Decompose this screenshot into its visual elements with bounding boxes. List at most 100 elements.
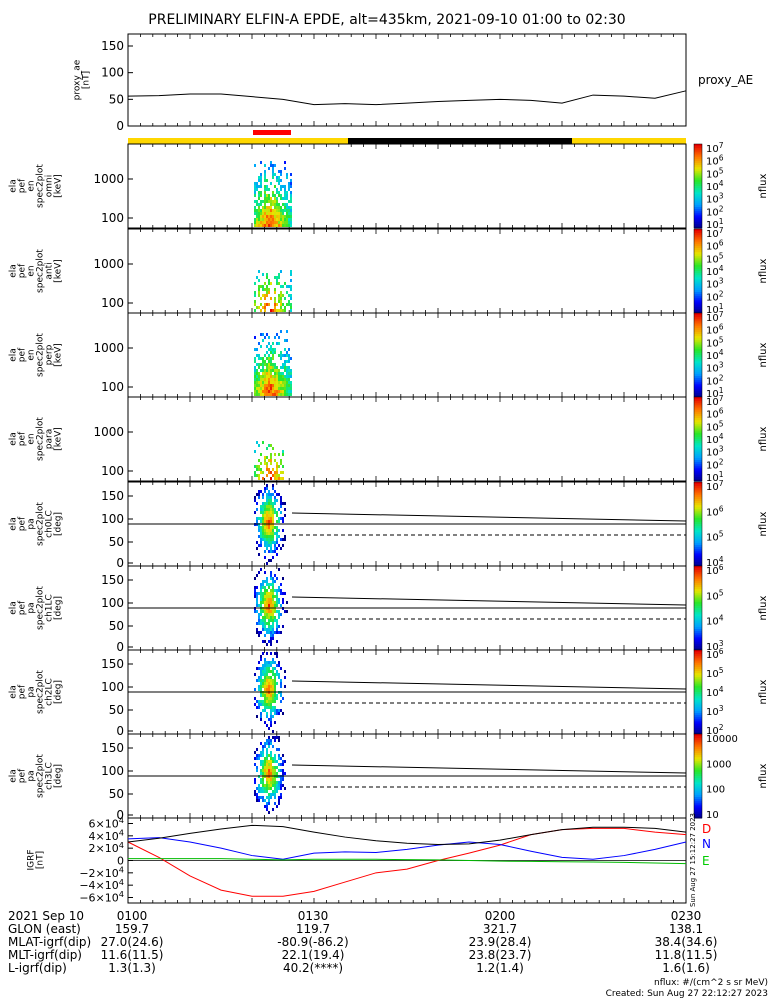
footer-value: 159.7 — [115, 922, 149, 936]
spectrogram-cell — [262, 339, 264, 342]
spectrogram-cell — [260, 381, 262, 384]
spectrogram-cell — [282, 215, 284, 218]
spectrogram-cell — [278, 354, 280, 357]
spectrogram-cell — [266, 526, 268, 529]
y-axis-label: anti — [45, 262, 55, 279]
spectrogram-cell — [258, 493, 260, 496]
spectrogram-cell — [260, 601, 262, 604]
spectrogram-cell — [266, 179, 268, 182]
spectrogram-cell — [282, 520, 284, 523]
spectrogram-cell — [282, 601, 284, 604]
spectrogram-cell — [270, 182, 272, 185]
spectrogram-cell — [264, 661, 266, 664]
spectrogram-cell — [278, 393, 280, 396]
spectrogram-cell — [256, 381, 258, 384]
y-axis-label: omni — [45, 175, 55, 197]
spectrogram-cell — [266, 706, 268, 709]
spectrogram-cell — [276, 694, 278, 697]
spectrogram-cell — [278, 601, 280, 604]
spectrogram-cell — [268, 206, 270, 209]
spectrogram-cell — [256, 387, 258, 390]
spectrogram-cell — [260, 754, 262, 757]
spectrogram-cell — [270, 224, 272, 227]
spectrogram-cell — [272, 625, 274, 628]
spectrogram-cell — [284, 760, 286, 763]
footer-value: 27.0(24.6) — [101, 935, 164, 949]
spectrogram-cell — [270, 676, 272, 679]
spectrogram-cell — [270, 577, 272, 580]
spectrogram-cell — [290, 303, 292, 306]
colorbar-cell — [694, 432, 702, 436]
spectrogram-cell — [266, 790, 268, 793]
colorbar-cell — [694, 223, 702, 227]
panel-frame — [127, 396, 687, 482]
spectrogram-cell — [256, 757, 258, 760]
spectrogram-cell — [288, 188, 290, 191]
spectrogram-cell — [270, 544, 272, 547]
spectrogram-cell — [260, 778, 262, 781]
colorbar-cell — [694, 713, 702, 716]
colorbar-cell — [694, 784, 702, 787]
spectrogram-cell — [258, 790, 260, 793]
spectrogram-cell — [260, 796, 262, 799]
colorbar-cell — [694, 622, 702, 626]
spectrogram-cell — [260, 700, 262, 703]
spectrogram-cell — [276, 333, 278, 336]
spectrogram-cell — [274, 685, 276, 688]
spectrogram-cell — [268, 541, 270, 544]
spectrogram-cell — [264, 769, 266, 772]
spectrogram-cell — [260, 667, 262, 670]
spectrogram-cell — [286, 360, 288, 363]
colorbar-cell — [694, 426, 702, 429]
spectrogram-cell — [286, 285, 288, 288]
spectrogram-cell — [268, 459, 270, 462]
spectrogram-cell — [284, 610, 286, 613]
spectrogram-cell — [264, 601, 266, 604]
colorbar-cell — [694, 729, 702, 733]
spectrogram-cell — [264, 194, 266, 197]
y-tick-label: 50 — [109, 619, 124, 633]
spectrogram-cell — [256, 769, 258, 772]
spectrogram-cell — [266, 209, 268, 212]
spectrogram-cell — [286, 173, 288, 176]
spectrogram-cell — [284, 354, 286, 357]
spectrogram-cell — [278, 381, 280, 384]
colorbar-cell — [694, 300, 702, 303]
spectrogram-cell — [272, 667, 274, 670]
spectrogram-cell — [290, 390, 292, 393]
spectrogram-cell — [258, 354, 260, 357]
spectrogram-cell — [262, 682, 264, 685]
spectrogram-cell — [254, 592, 256, 595]
spectrogram-cell — [282, 366, 284, 369]
y-tick-label: 150 — [101, 39, 124, 53]
spectrogram-cell — [260, 303, 262, 306]
spectrogram-cell — [264, 619, 266, 622]
colorbar-cell — [694, 476, 702, 480]
spectrogram-cell — [266, 772, 268, 775]
spectrogram-cell — [260, 715, 262, 718]
colorbar-cell — [694, 252, 702, 255]
spectrogram-cell — [274, 541, 276, 544]
colorbar-cell — [694, 584, 702, 588]
spectrogram-cell — [278, 206, 280, 209]
spectrogram-cell — [278, 781, 280, 784]
panel-frame — [127, 228, 687, 314]
spectrogram-cell — [268, 538, 270, 541]
colorbar-cell — [694, 715, 702, 718]
spectrogram-cell — [258, 381, 260, 384]
spectrogram-cell — [274, 477, 276, 480]
spectrogram-cell — [272, 502, 274, 505]
spectrogram-cell — [258, 700, 260, 703]
spectrogram-cell — [280, 505, 282, 508]
spectrogram-cell — [260, 772, 262, 775]
colorbar-cell — [694, 786, 702, 790]
spectrogram-cell — [274, 309, 276, 312]
colorbar-cell — [694, 428, 702, 432]
colorbar-cell — [694, 679, 702, 682]
spectrogram-cell — [268, 625, 270, 628]
igrf-legend-d: D — [702, 822, 711, 836]
spectrogram-cell — [272, 604, 274, 607]
spectrogram-cell — [264, 586, 266, 589]
y-axis-label: pef — [18, 347, 28, 362]
colorbar-cell — [694, 394, 702, 398]
